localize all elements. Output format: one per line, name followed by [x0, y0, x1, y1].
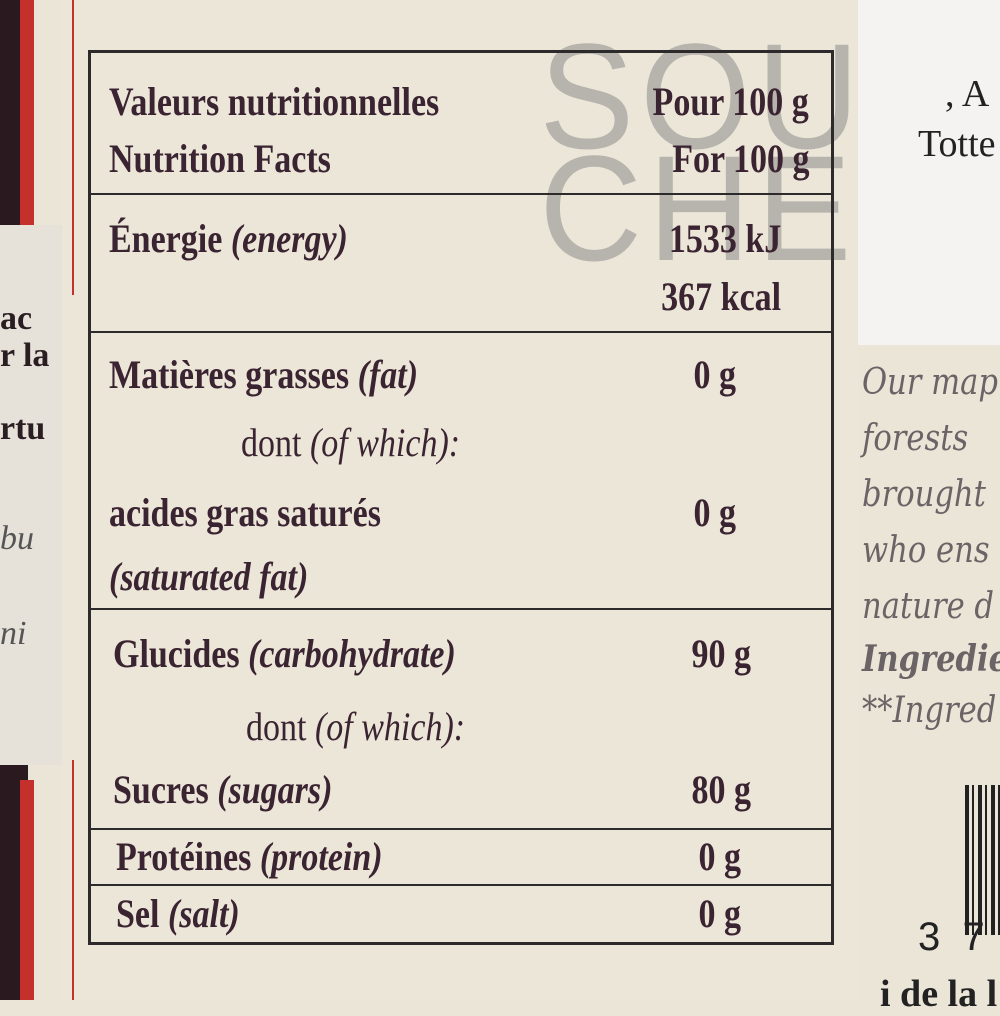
text-fragment: nature d	[862, 586, 995, 627]
text-fragment: Ingredie	[862, 638, 1000, 680]
barcode-digits: 3 7	[918, 915, 985, 959]
adjacent-label-strip: ac r la rtu bu ni	[0, 225, 78, 765]
text-fragment: rtu	[0, 410, 46, 447]
text-fragment: **Ingred	[862, 690, 997, 731]
text-fragment: Totte	[918, 123, 996, 165]
energy-row: Énergie (energy) 1533 kJ 367 kcal	[91, 193, 831, 333]
per-fr: Pour 100 g	[652, 79, 809, 124]
text-fragment: bu	[0, 520, 34, 557]
salt-row: Sel (salt) 0 g	[116, 891, 742, 936]
protein-row: Protéines (protein) 0 g	[91, 828, 831, 886]
value: 367 kcal	[661, 274, 781, 319]
text-fragment: brought	[862, 474, 986, 515]
value: 90 g	[691, 631, 752, 676]
carbohydrate-row: Glucides (carbohydrate) 90 g dont (of wh…	[91, 608, 831, 830]
text-fragment: r la	[0, 337, 50, 374]
red-border	[20, 780, 34, 1000]
header-fr: Valeurs nutritionnelles	[109, 79, 440, 124]
label: acides gras saturés	[109, 490, 381, 535]
adjacent-white-label	[858, 0, 1000, 345]
value: 0 g	[693, 490, 737, 535]
label: (saturated fat)	[109, 554, 309, 599]
value: 0 g	[698, 891, 742, 936]
text-fragment: ac	[0, 300, 33, 337]
value: 0 g	[698, 834, 742, 879]
nutrition-table: Valeurs nutritionnelles Nutrition Facts …	[88, 50, 834, 945]
fat-row: Matières grasses (fat) 0 g dont (of whic…	[91, 331, 831, 610]
value: 1533 kJ	[668, 216, 781, 261]
text-fragment: , A	[945, 73, 990, 115]
value: 80 g	[691, 767, 752, 812]
nutrition-label	[62, 0, 858, 1000]
text-fragment: forests	[862, 418, 969, 459]
text-fragment: ni	[0, 615, 27, 652]
per-en: For 100 g	[671, 136, 809, 181]
text-fragment: Our map	[862, 362, 998, 403]
header-en: Nutrition Facts	[109, 136, 331, 181]
text-fragment: who ens	[862, 530, 990, 571]
barcode	[965, 785, 1000, 935]
text-fragment: i de la l	[880, 973, 998, 1015]
value: 0 g	[693, 352, 737, 397]
header-row: Valeurs nutritionnelles Nutrition Facts …	[91, 53, 831, 195]
red-border	[20, 0, 34, 290]
